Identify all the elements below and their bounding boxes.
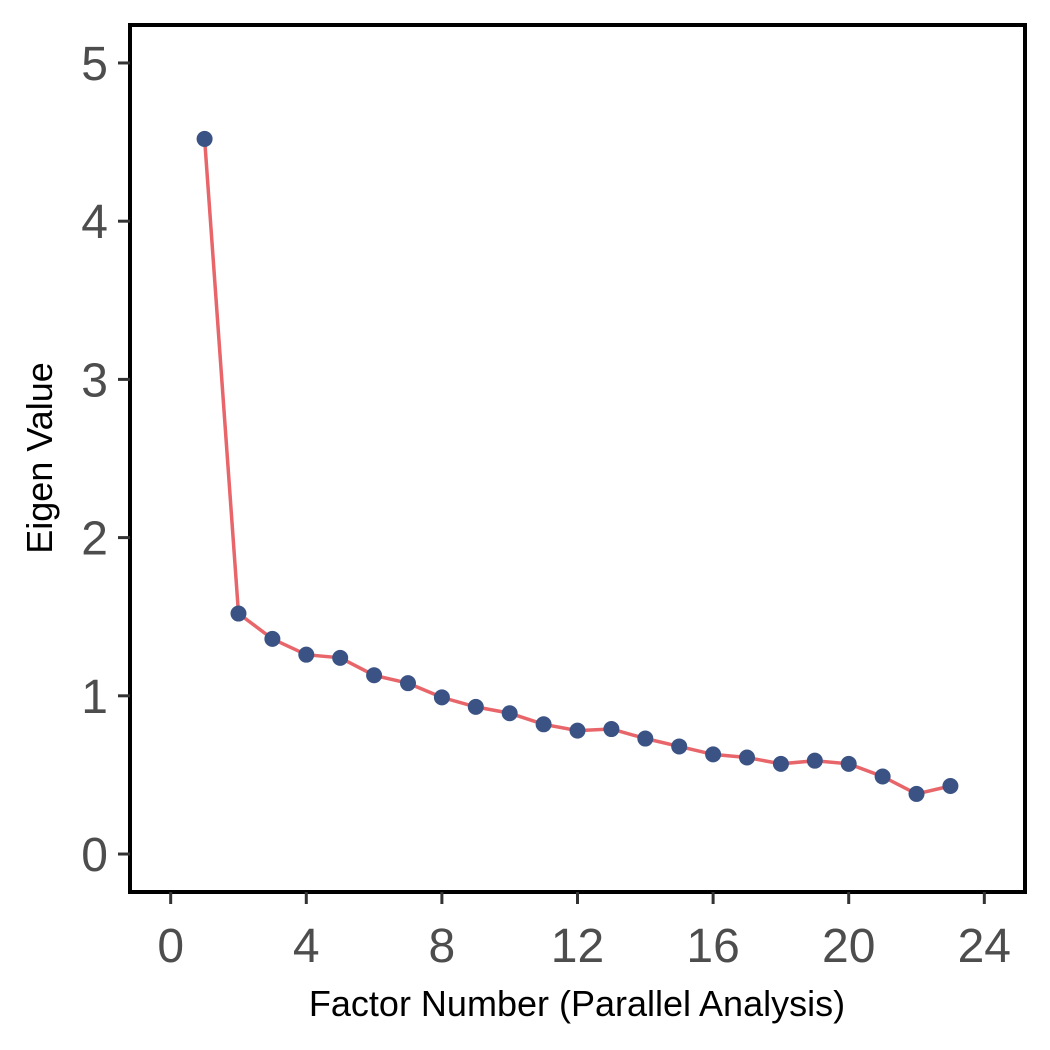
- series-points: [196, 130, 959, 802]
- data-point: [501, 705, 518, 722]
- data-point: [264, 630, 281, 647]
- y-tick-label: 5: [81, 38, 108, 91]
- x-axis-title: Factor Number (Parallel Analysis): [309, 983, 845, 1024]
- y-axis-title: Eigen Value: [19, 362, 60, 553]
- x-axis: 0 4 8 12 16 20 24: [157, 892, 1011, 973]
- x-tick-label: 4: [293, 920, 320, 973]
- x-tick-label: 16: [686, 920, 739, 973]
- y-tick-label: 3: [81, 354, 108, 407]
- data-point: [603, 721, 620, 738]
- data-point: [637, 730, 654, 747]
- data-point: [366, 667, 383, 684]
- y-tick-label: 1: [81, 671, 108, 724]
- data-point: [942, 777, 959, 794]
- data-point: [332, 649, 349, 666]
- x-tick-label: 0: [157, 920, 184, 973]
- x-tick-label: 12: [551, 920, 604, 973]
- y-axis: 0 1 2 3 4 5: [81, 38, 130, 882]
- data-point: [230, 605, 247, 622]
- x-tick-label: 8: [429, 920, 456, 973]
- data-point: [467, 698, 484, 715]
- data-point: [399, 675, 416, 692]
- data-point: [705, 746, 722, 763]
- x-tick-label: 20: [822, 920, 875, 973]
- data-point: [569, 722, 586, 739]
- x-tick-label: 24: [958, 920, 1011, 973]
- data-point: [806, 752, 823, 769]
- data-point: [772, 755, 789, 772]
- data-point: [535, 716, 552, 733]
- data-point: [671, 738, 688, 755]
- data-point: [196, 130, 213, 147]
- plot-panel: [128, 23, 1027, 894]
- y-tick-label: 0: [81, 829, 108, 882]
- data-point: [739, 749, 756, 766]
- data-point: [874, 768, 891, 785]
- data-point: [908, 785, 925, 802]
- data-point: [298, 646, 315, 663]
- data-point: [840, 755, 857, 772]
- data-point: [433, 689, 450, 706]
- y-tick-label: 2: [81, 513, 108, 566]
- y-tick-label: 4: [81, 196, 108, 249]
